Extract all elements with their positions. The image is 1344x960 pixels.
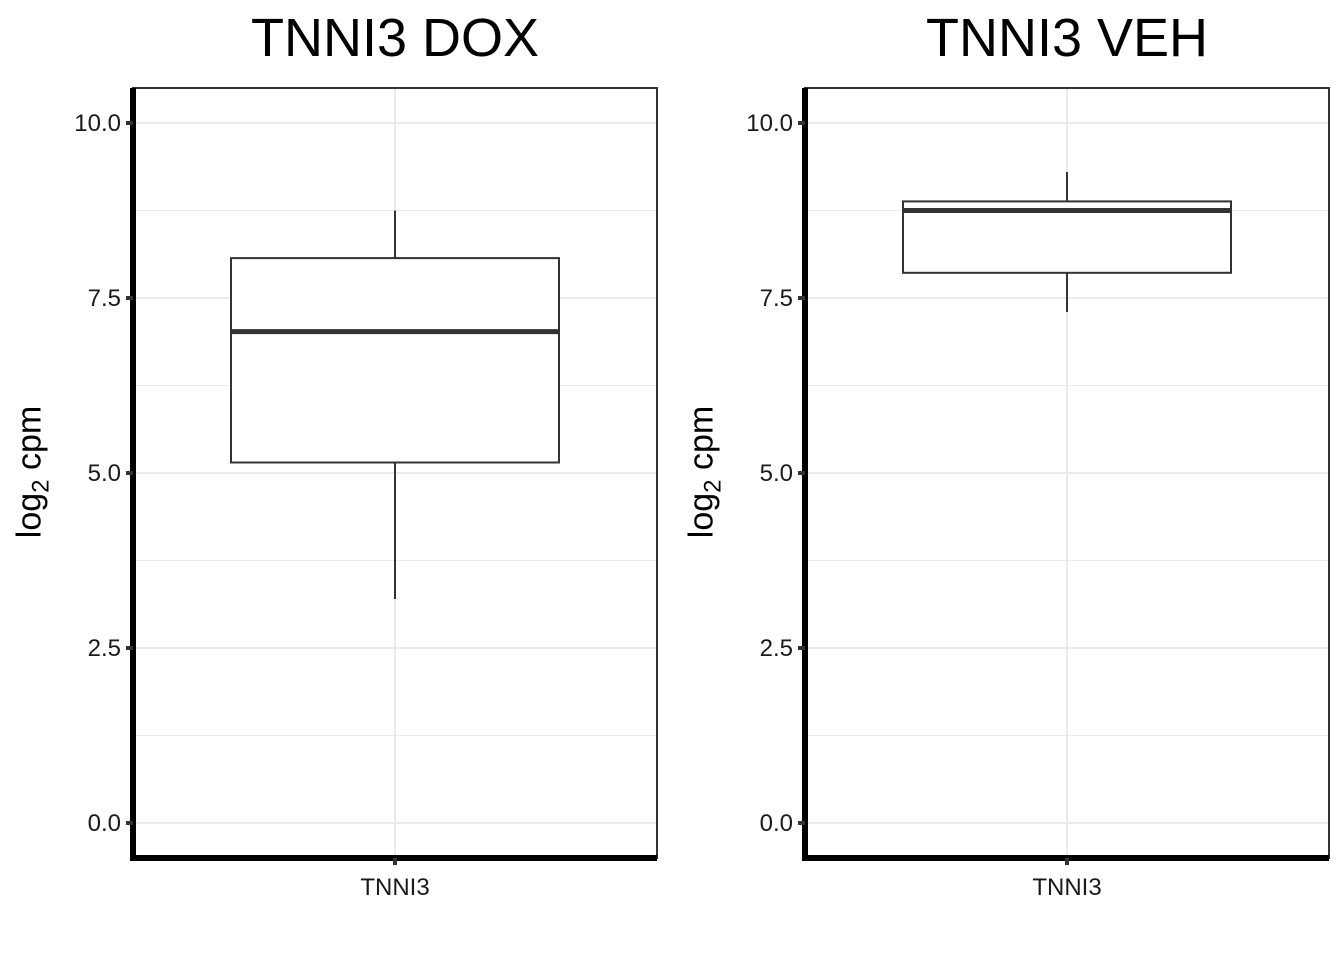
box-iqr xyxy=(230,257,560,464)
box-tnni3 xyxy=(230,210,560,599)
chart-panel-dox: TNNI3 DOX log2 cpm 0.0 2.5 5.0 7.5 10.0 TNNI3 xyxy=(11,8,658,901)
y-tick-label: 5.0 xyxy=(760,460,793,487)
y-tick-label: 10.0 xyxy=(74,110,121,137)
box-tnni3 xyxy=(902,172,1232,312)
chart-title: TNNI3 VEH xyxy=(925,8,1209,68)
y-tick-label: 2.5 xyxy=(88,635,121,662)
chart-title: TNNI3 DOX xyxy=(250,8,540,68)
y-tick-label: 7.5 xyxy=(88,285,121,312)
y-tick-label: 0.0 xyxy=(88,810,121,837)
y-tick-label: 2.5 xyxy=(760,635,793,662)
y-tick-label: 10.0 xyxy=(746,110,793,137)
y-tick-label: 5.0 xyxy=(88,460,121,487)
x-tick-label: TNNI3 xyxy=(360,874,429,901)
y-tick-label: 7.5 xyxy=(760,285,793,312)
chart-panel-veh: TNNI3 VEH log2 cpm 0.0 2.5 5.0 7.5 10.0 TNNI3 xyxy=(672,0,1344,960)
plot-area: 0.0 2.5 5.0 7.5 10.0 TNNI3 xyxy=(746,87,1330,901)
y-tick-label: 0.0 xyxy=(760,810,793,837)
plot-area: 0.0 2.5 5.0 7.5 10.0 TNNI3 xyxy=(74,87,658,901)
x-tick-label: TNNI3 xyxy=(1032,874,1101,901)
box-iqr xyxy=(902,200,1232,274)
